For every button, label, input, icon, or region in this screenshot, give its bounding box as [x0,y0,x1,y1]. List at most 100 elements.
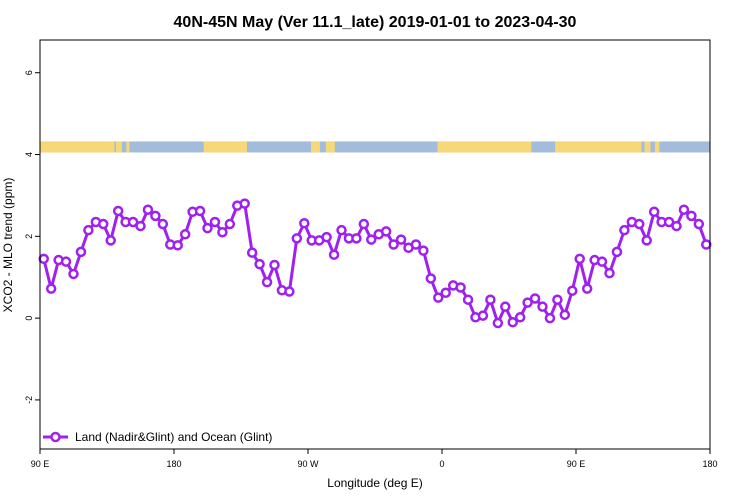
land-band-segment [310,141,320,153]
data-point [686,210,697,222]
data-point [246,247,258,258]
data-point [75,246,87,258]
data-point [336,224,347,236]
data-point [299,217,310,229]
x-axis: 90 E 180 90 W 0 90 E 180 [31,449,718,469]
data-point [648,206,660,218]
data-point [544,312,556,324]
data-point [98,218,109,230]
land-band-segment [644,141,651,153]
data-point [217,226,228,238]
x-tick-label: 0 [439,459,444,469]
data-point [366,234,377,245]
data-point [284,286,295,297]
land-band-segment [437,141,532,153]
data-point [261,276,273,288]
data-point [269,259,280,271]
data-point [328,249,340,260]
land-band-segment [40,141,115,153]
data-point [127,216,139,228]
data-point [507,316,518,328]
data-point [455,282,466,293]
legend-entry-label: Land (Nadir&Glint) and Ocean (Glint) [75,430,272,444]
legend-marker-swatch [50,431,61,443]
data-point [60,256,72,267]
data-point [45,283,57,294]
data-point [619,224,630,236]
data-series [38,198,712,329]
data-point [522,297,533,308]
data-point [552,294,563,305]
data-point [194,205,206,217]
land-band-segment [115,141,122,153]
legend: Land (Nadir&Glint) and Ocean (Glint) [43,430,272,444]
data-point [321,231,332,243]
data-point [574,253,585,265]
x-tick-label: 90 E [31,459,50,469]
data-point [514,312,526,323]
data-point [477,310,489,321]
x-tick-label: 180 [702,459,717,469]
data-point [179,229,191,240]
data-point [68,268,79,280]
data-point [537,301,548,312]
data-point [224,218,236,230]
y-tick-label: -2 [24,396,34,404]
y-tick-label: 4 [24,152,34,157]
x-tick-label: 90 W [297,459,319,469]
y-axis-label: XCO2 - MLO trend (ppm) [1,178,15,313]
data-point [663,216,675,228]
data-point [418,245,429,256]
data-point [202,222,213,234]
data-point [567,285,578,296]
x-tick-label: 90 E [567,459,586,469]
data-point [209,216,221,228]
data-point [38,253,49,265]
data-point [395,234,407,245]
data-point [559,309,571,321]
data-point [83,224,94,236]
y-tick-label: 2 [24,234,34,239]
land-band-segment [555,141,642,153]
data-point [135,220,146,232]
data-point [604,267,615,279]
data-point [693,218,705,230]
land-band-segment [325,141,335,153]
data-point [462,294,474,305]
data-point [425,273,437,284]
y-tick-label: 6 [24,70,34,75]
land-band-segment [203,141,247,153]
data-point [485,294,496,305]
data-point [678,204,690,215]
data-point [388,239,399,250]
y-tick-label: 0 [24,316,34,321]
data-point [112,205,124,217]
data-point [701,239,712,250]
data-point [492,317,504,329]
data-point [634,218,645,230]
data-point [351,233,362,244]
data-point [142,204,154,215]
x-axis-label: Longitude (deg E) [327,476,422,490]
chart-title: 40N-45N May (Ver 11.1_late) 2019-01-01 t… [174,14,577,31]
plot-frame [39,39,711,450]
data-point [254,258,265,270]
surface-type-band [40,141,710,153]
data-point [433,292,444,303]
data-point [291,233,303,244]
x-tick-label: 180 [166,459,181,469]
data-point [358,218,370,230]
data-point [500,301,511,312]
data-point [157,218,169,230]
data-point [239,198,250,209]
data-point [380,226,392,237]
ocean-band [40,141,710,153]
data-point [410,239,422,250]
land-band-segment [654,141,660,153]
data-point [105,235,116,246]
data-point [172,240,183,251]
data-point [671,220,682,232]
data-point [596,256,608,267]
y-axis: -2 0 2 4 6 [24,70,40,404]
